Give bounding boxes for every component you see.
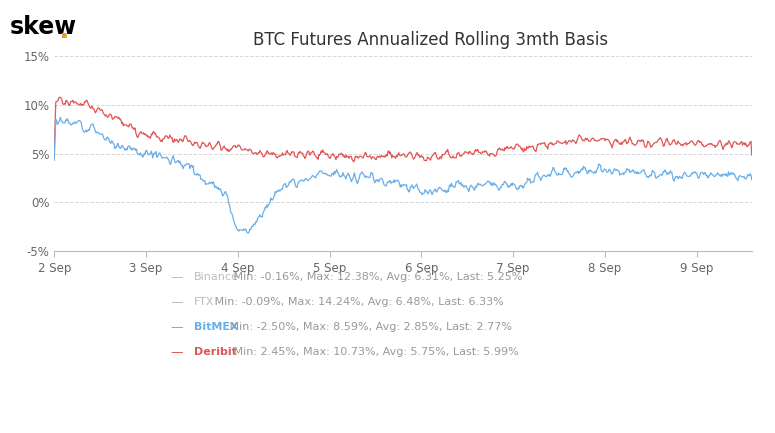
Text: .: . [58, 16, 69, 44]
Text: Min: -2.50%, Max: 8.59%, Avg: 2.85%, Last: 2.77%: Min: -2.50%, Max: 8.59%, Avg: 2.85%, Las… [226, 322, 512, 333]
Text: —: — [170, 296, 183, 309]
Text: Min: -0.09%, Max: 14.24%, Avg: 6.48%, Last: 6.33%: Min: -0.09%, Max: 14.24%, Avg: 6.48%, La… [212, 297, 504, 307]
Title: BTC Futures Annualized Rolling 3mth Basis: BTC Futures Annualized Rolling 3mth Basi… [253, 31, 608, 49]
Text: —: — [170, 346, 183, 359]
Text: Min: 2.45%, Max: 10.73%, Avg: 5.75%, Last: 5.99%: Min: 2.45%, Max: 10.73%, Avg: 5.75%, Las… [230, 347, 519, 358]
Text: Min: -0.16%, Max: 12.38%, Avg: 6.31%, Last: 5.25%: Min: -0.16%, Max: 12.38%, Avg: 6.31%, La… [230, 272, 523, 282]
Text: Binance: Binance [194, 272, 239, 282]
Text: —: — [170, 321, 183, 334]
Text: BitMEX: BitMEX [194, 322, 239, 333]
Text: FTX: FTX [194, 297, 214, 307]
Text: skew: skew [9, 15, 77, 39]
Text: —: — [170, 271, 183, 284]
Text: Deribit: Deribit [194, 347, 236, 358]
